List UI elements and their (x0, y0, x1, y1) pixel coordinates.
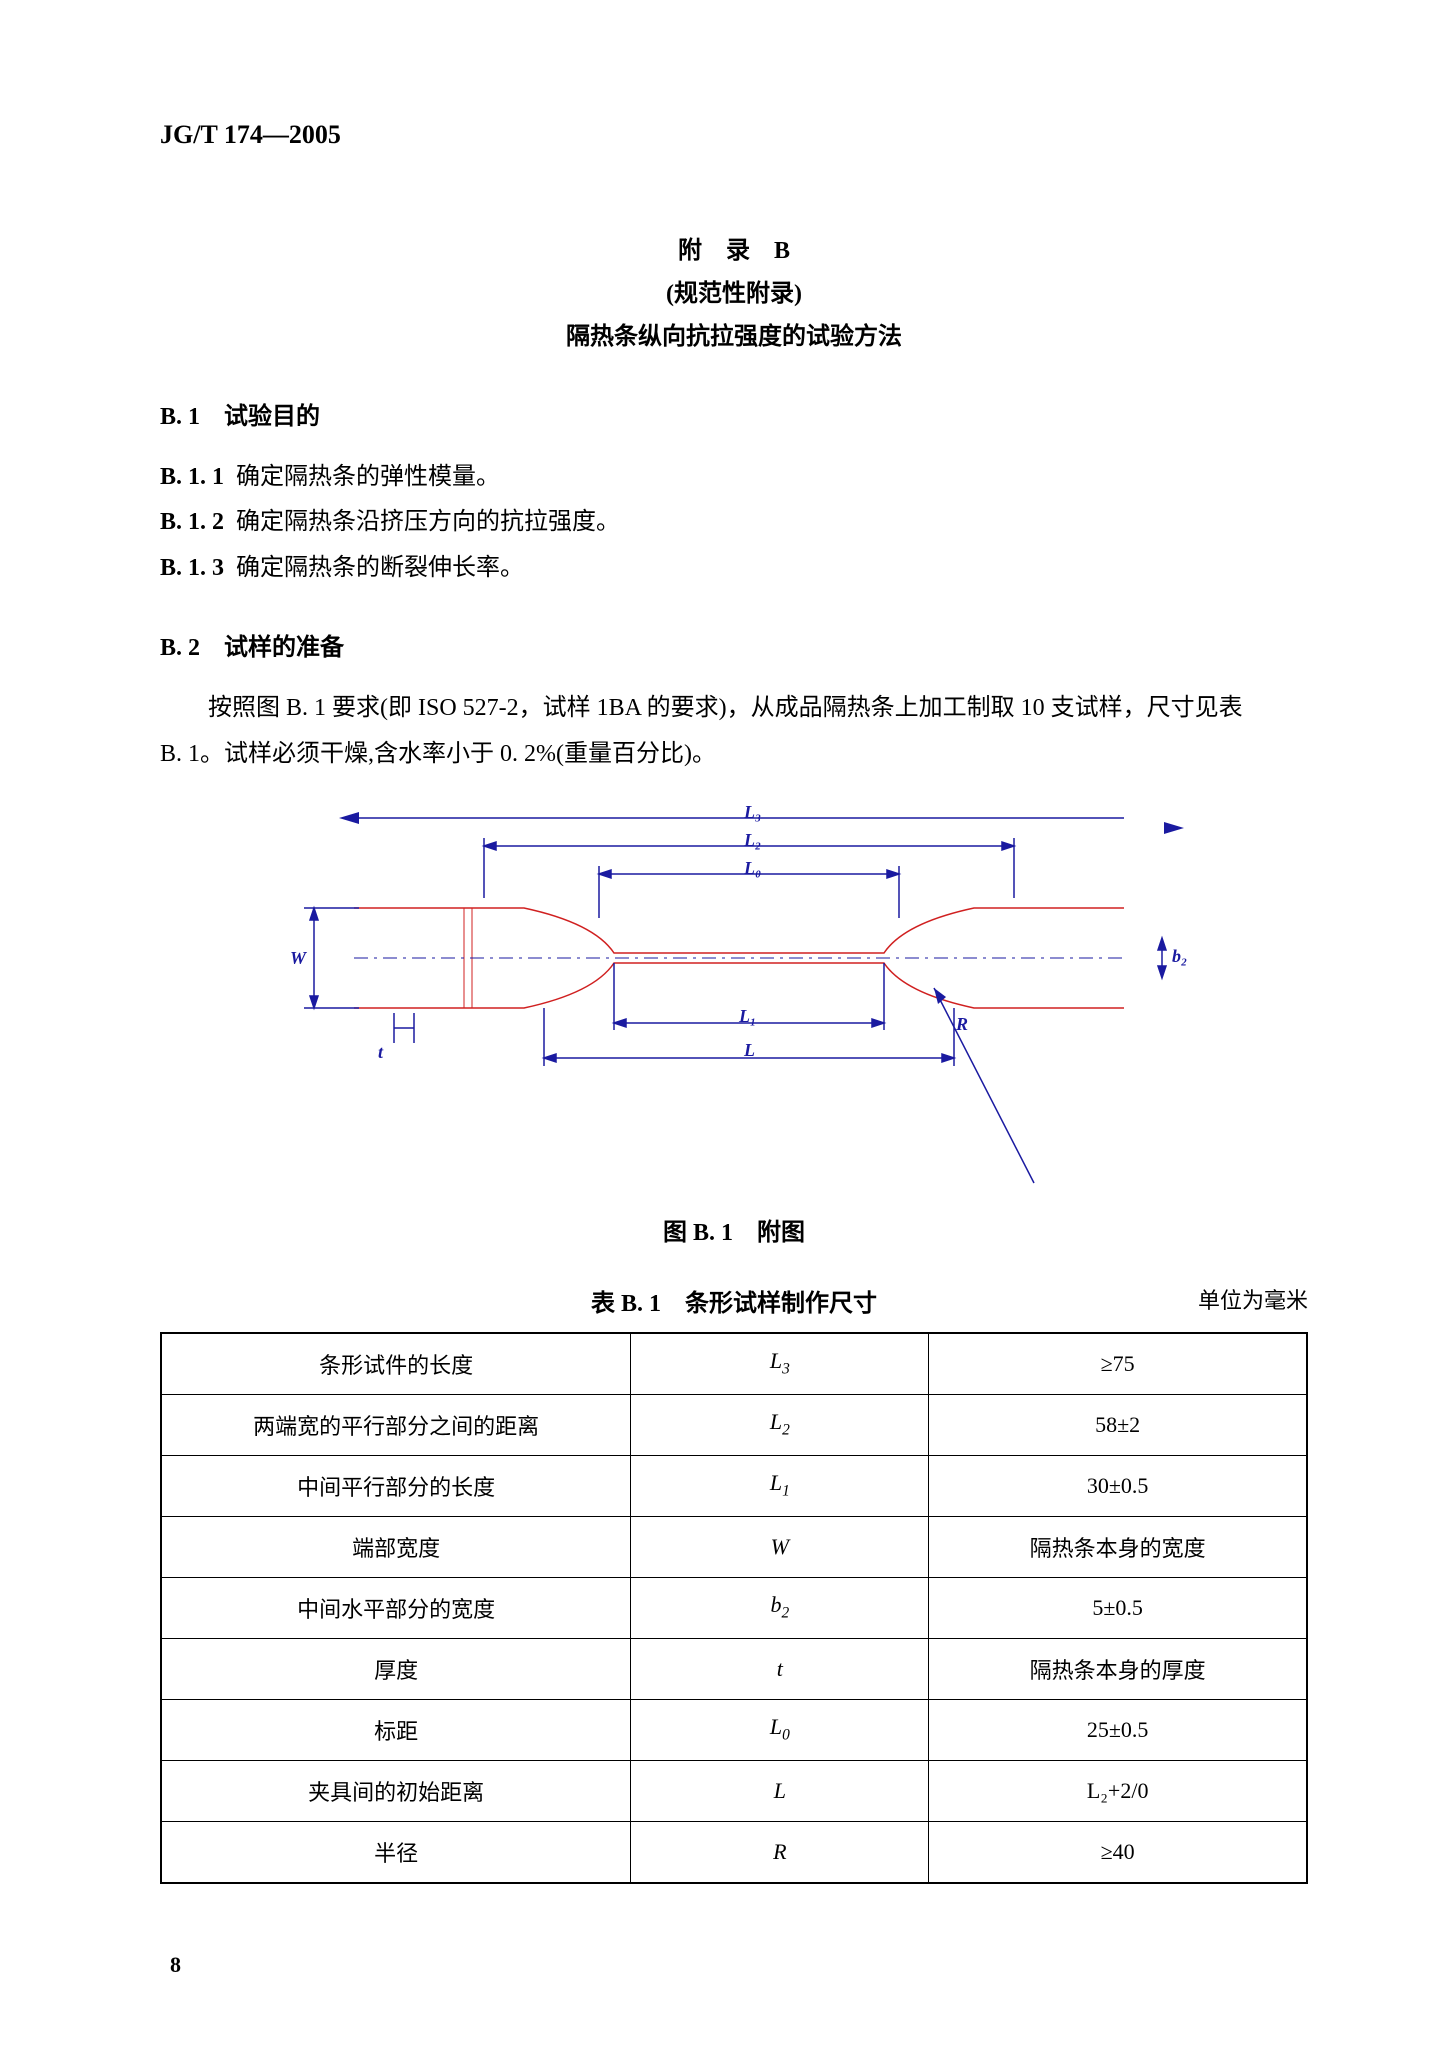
fig-label-l0: L₀ (744, 858, 761, 879)
b1-2-item: B. 1. 2 确定隔热条沿挤压方向的抗拉强度。 (160, 500, 1308, 546)
table-cell-name: 条形试件的长度 (161, 1333, 631, 1395)
table-row: 中间平行部分的长度L130±0.5 (161, 1455, 1307, 1516)
table-cell-value: ≥75 (929, 1333, 1307, 1395)
table-cell-symbol: L1 (631, 1455, 929, 1516)
table-cell-value: 25±0.5 (929, 1699, 1307, 1760)
table-cell-name: 端部宽度 (161, 1516, 631, 1577)
fig-label-w: W (290, 948, 306, 969)
table-row: 厚度t隔热条本身的厚度 (161, 1638, 1307, 1699)
table-cell-symbol: L2 (631, 1394, 929, 1455)
table-cell-symbol: L0 (631, 1699, 929, 1760)
b1-3-num: B. 1. 3 (160, 555, 224, 581)
b2-para-1: 按照图 B. 1 要求(即 ISO 527-2，试样 1BA 的要求)，从成品隔… (160, 686, 1308, 732)
table-cell-symbol: t (631, 1638, 929, 1699)
table-cell-name: 标距 (161, 1699, 631, 1760)
table-cell-symbol: L (631, 1760, 929, 1821)
table-b1-title: 表 B. 1 条形试样制作尺寸 (591, 1283, 877, 1318)
table-cell-symbol: L3 (631, 1333, 929, 1395)
table-cell-value: 30±0.5 (929, 1455, 1307, 1516)
b1-3-item: B. 1. 3 确定隔热条的断裂伸长率。 (160, 546, 1308, 592)
table-b1: 条形试件的长度L3≥75两端宽的平行部分之间的距离L258±2中间平行部分的长度… (160, 1332, 1308, 1884)
b1-1-num: B. 1. 1 (160, 464, 224, 490)
section-b2-heading: B. 2 试样的准备 (160, 627, 1308, 662)
table-row: 条形试件的长度L3≥75 (161, 1333, 1307, 1395)
table-cell-name: 半径 (161, 1821, 631, 1883)
table-cell-name: 两端宽的平行部分之间的距离 (161, 1394, 631, 1455)
standard-code: JG/T 174—2005 (160, 120, 1308, 150)
fig-label-r: R (956, 1014, 968, 1035)
b1-3-text: 确定隔热条的断裂伸长率。 (236, 555, 524, 581)
table-row: 标距L025±0.5 (161, 1699, 1307, 1760)
table-cell-name: 夹具间的初始距离 (161, 1760, 631, 1821)
table-cell-value: 58±2 (929, 1394, 1307, 1455)
b1-2-num: B. 1. 2 (160, 509, 224, 535)
figure-b1-caption: 图 B. 1 附图 (160, 1212, 1308, 1247)
table-cell-value: 隔热条本身的宽度 (929, 1516, 1307, 1577)
fig-label-b2: b₂ (1172, 946, 1187, 967)
table-cell-name: 中间平行部分的长度 (161, 1455, 631, 1516)
table-cell-value: ≥40 (929, 1821, 1307, 1883)
table-cell-value: 隔热条本身的厚度 (929, 1638, 1307, 1699)
appendix-line-3: 隔热条纵向抗拉强度的试验方法 (160, 316, 1308, 359)
table-row: 半径R≥40 (161, 1821, 1307, 1883)
table-row: 夹具间的初始距离LL₂+2/0 (161, 1760, 1307, 1821)
table-row: 端部宽度W隔热条本身的宽度 (161, 1516, 1307, 1577)
fig-label-l3: L₃ (744, 802, 761, 823)
b1-2-text: 确定隔热条沿挤压方向的抗拉强度。 (236, 509, 620, 535)
fig-label-l: L (744, 1040, 755, 1061)
appendix-title-block: 附 录 B (规范性附录) 隔热条纵向抗拉强度的试验方法 (160, 230, 1308, 360)
table-cell-value: 5±0.5 (929, 1577, 1307, 1638)
figure-b1: L₃ L₂ L₀ W b₂ t L₁ L R (244, 798, 1224, 1188)
appendix-line-2: (规范性附录) (160, 273, 1308, 316)
b2-para-2: B. 1。试样必须干燥,含水率小于 0. 2%(重量百分比)。 (160, 732, 1308, 778)
table-row: 中间水平部分的宽度b25±0.5 (161, 1577, 1307, 1638)
table-cell-name: 厚度 (161, 1638, 631, 1699)
fig-label-t: t (378, 1042, 383, 1063)
appendix-line-1: 附 录 B (160, 230, 1308, 273)
section-b1-heading: B. 1 试验目的 (160, 396, 1308, 431)
table-cell-symbol: R (631, 1821, 929, 1883)
table-b1-title-row: 表 B. 1 条形试样制作尺寸 单位为毫米 (160, 1283, 1308, 1318)
b1-1-text: 确定隔热条的弹性模量。 (236, 464, 500, 490)
table-b1-unit: 单位为毫米 (1198, 1283, 1308, 1315)
table-cell-name: 中间水平部分的宽度 (161, 1577, 631, 1638)
table-cell-value: L₂+2/0 (929, 1760, 1307, 1821)
page-number: 8 (170, 1952, 181, 1978)
fig-label-l1: L₁ (739, 1006, 756, 1027)
fig-label-l2: L₂ (744, 830, 761, 851)
table-cell-symbol: b2 (631, 1577, 929, 1638)
table-row: 两端宽的平行部分之间的距离L258±2 (161, 1394, 1307, 1455)
specimen-diagram (244, 798, 1224, 1188)
b1-1-item: B. 1. 1 确定隔热条的弹性模量。 (160, 455, 1308, 501)
table-cell-symbol: W (631, 1516, 929, 1577)
